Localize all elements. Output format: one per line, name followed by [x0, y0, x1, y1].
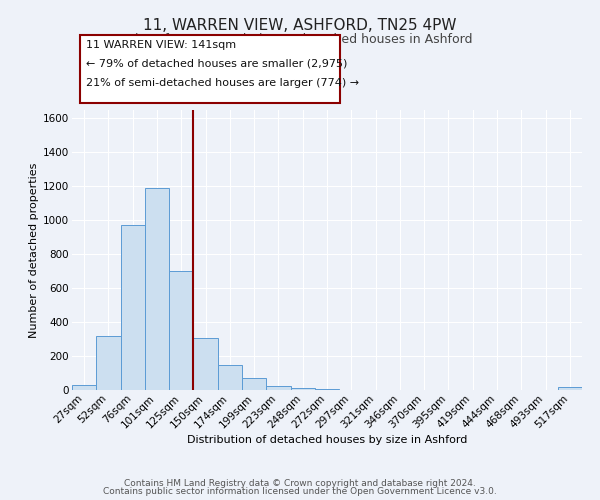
- Text: 11, WARREN VIEW, ASHFORD, TN25 4PW: 11, WARREN VIEW, ASHFORD, TN25 4PW: [143, 18, 457, 32]
- Bar: [558, 388, 582, 390]
- Text: 11 WARREN VIEW: 141sqm: 11 WARREN VIEW: 141sqm: [86, 40, 236, 50]
- Bar: [169, 271, 193, 390]
- Y-axis label: Number of detached properties: Number of detached properties: [29, 162, 39, 338]
- Bar: [290, 388, 315, 390]
- Bar: [218, 364, 242, 390]
- Bar: [193, 338, 218, 390]
- Bar: [315, 389, 339, 390]
- Bar: [145, 188, 169, 390]
- X-axis label: Distribution of detached houses by size in Ashford: Distribution of detached houses by size …: [187, 435, 467, 445]
- Bar: [96, 336, 121, 390]
- Text: Contains HM Land Registry data © Crown copyright and database right 2024.: Contains HM Land Registry data © Crown c…: [124, 478, 476, 488]
- Bar: [121, 226, 145, 390]
- Bar: [242, 378, 266, 390]
- Bar: [266, 386, 290, 390]
- Bar: [72, 385, 96, 390]
- Text: Contains public sector information licensed under the Open Government Licence v3: Contains public sector information licen…: [103, 487, 497, 496]
- Text: ← 79% of detached houses are smaller (2,975): ← 79% of detached houses are smaller (2,…: [86, 59, 347, 69]
- Text: 21% of semi-detached houses are larger (774) →: 21% of semi-detached houses are larger (…: [86, 78, 359, 88]
- Text: Size of property relative to detached houses in Ashford: Size of property relative to detached ho…: [127, 32, 473, 46]
